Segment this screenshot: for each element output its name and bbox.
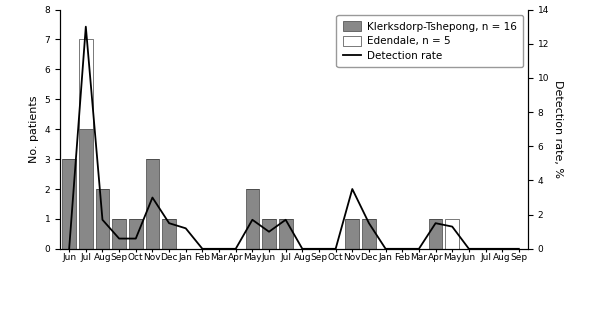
Detection rate — [149, 196, 156, 199]
Y-axis label: Detection rate, %: Detection rate, % — [553, 80, 563, 178]
Detection rate — [65, 247, 73, 251]
Legend: Klerksdorp-Tshepong, n = 16, Edendale, n = 5, Detection rate: Klerksdorp-Tshepong, n = 16, Edendale, n… — [337, 15, 523, 67]
Detection rate — [365, 221, 373, 225]
Detection rate — [499, 247, 506, 251]
Bar — [146, 159, 159, 249]
Detection rate — [249, 218, 256, 222]
Detection rate — [349, 187, 356, 191]
Bar — [62, 159, 76, 249]
Detection rate — [282, 218, 289, 222]
Detection rate — [166, 221, 173, 225]
Detection rate — [116, 237, 123, 241]
Detection rate — [265, 230, 272, 234]
Detection rate — [449, 225, 456, 228]
Detection rate — [515, 247, 523, 251]
Bar — [162, 219, 176, 249]
Detection rate — [299, 247, 306, 251]
Bar — [112, 219, 126, 249]
Detection rate — [199, 247, 206, 251]
Detection rate — [332, 247, 339, 251]
Detection rate — [82, 25, 89, 29]
Bar — [346, 219, 359, 249]
Detection rate — [482, 247, 489, 251]
Bar — [129, 219, 143, 249]
Bar — [445, 219, 459, 249]
Detection rate — [398, 247, 406, 251]
Detection rate — [415, 247, 422, 251]
Detection rate — [132, 237, 139, 241]
Detection rate — [465, 247, 472, 251]
Bar — [79, 129, 92, 249]
Detection rate — [316, 247, 323, 251]
Bar — [429, 219, 442, 249]
Bar — [95, 189, 109, 249]
Bar — [79, 40, 92, 129]
Bar — [362, 219, 376, 249]
Detection rate — [432, 221, 439, 225]
Bar — [245, 189, 259, 249]
Detection rate — [232, 247, 239, 251]
Detection rate — [99, 218, 106, 222]
Y-axis label: No. patients: No. patients — [29, 95, 39, 163]
Detection rate — [182, 226, 190, 230]
Bar — [279, 219, 293, 249]
Bar — [262, 219, 276, 249]
Detection rate — [382, 247, 389, 251]
Detection rate — [215, 247, 223, 251]
Line: Detection rate: Detection rate — [69, 27, 519, 249]
